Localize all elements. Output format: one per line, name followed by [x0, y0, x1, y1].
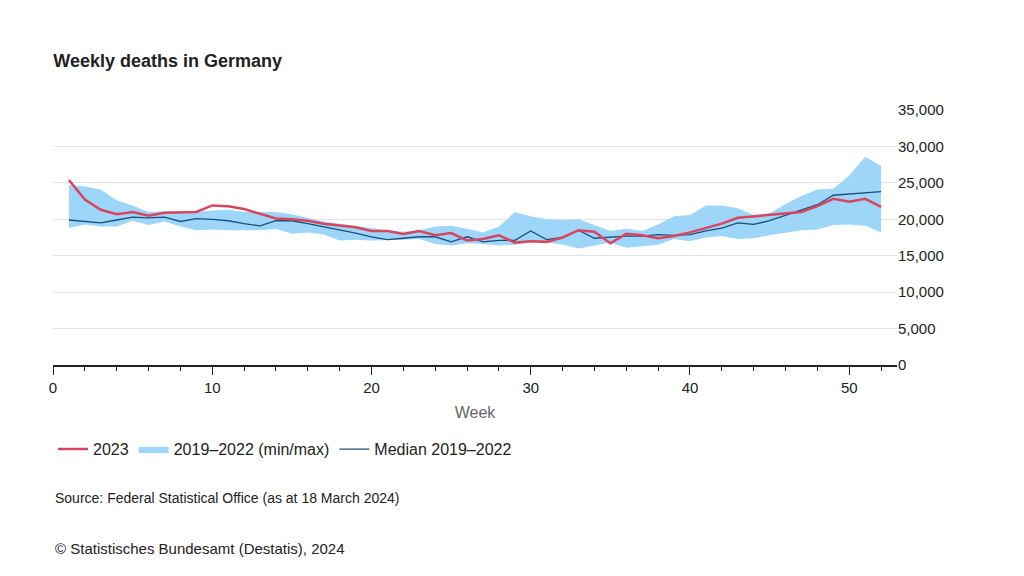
svg-text:Week: Week [455, 404, 497, 421]
svg-text:5,000: 5,000 [898, 320, 936, 337]
svg-text:Source: Federal Statistical Of: Source: Federal Statistical Office (as a… [55, 490, 399, 506]
svg-text:10,000: 10,000 [898, 283, 944, 300]
svg-text:2019–2022 (min/max): 2019–2022 (min/max) [174, 441, 330, 458]
svg-text:30,000: 30,000 [898, 138, 944, 155]
svg-text:© Statistisches Bundesamt (Des: © Statistisches Bundesamt (Destatis), 20… [55, 540, 345, 557]
svg-text:Weekly deaths in Germany: Weekly deaths in Germany [53, 51, 282, 71]
svg-text:15,000: 15,000 [898, 247, 944, 264]
svg-text:10: 10 [204, 379, 221, 396]
svg-text:2023: 2023 [93, 441, 129, 458]
svg-text:0: 0 [49, 379, 57, 396]
svg-text:50: 50 [841, 379, 858, 396]
svg-text:0: 0 [898, 356, 906, 373]
svg-text:30: 30 [522, 379, 539, 396]
svg-text:20: 20 [363, 379, 380, 396]
svg-text:40: 40 [682, 379, 699, 396]
svg-text:35,000: 35,000 [898, 101, 944, 118]
svg-text:20,000: 20,000 [898, 211, 944, 228]
svg-text:25,000: 25,000 [898, 174, 944, 191]
svg-text:Median 2019–2022: Median 2019–2022 [374, 441, 511, 458]
